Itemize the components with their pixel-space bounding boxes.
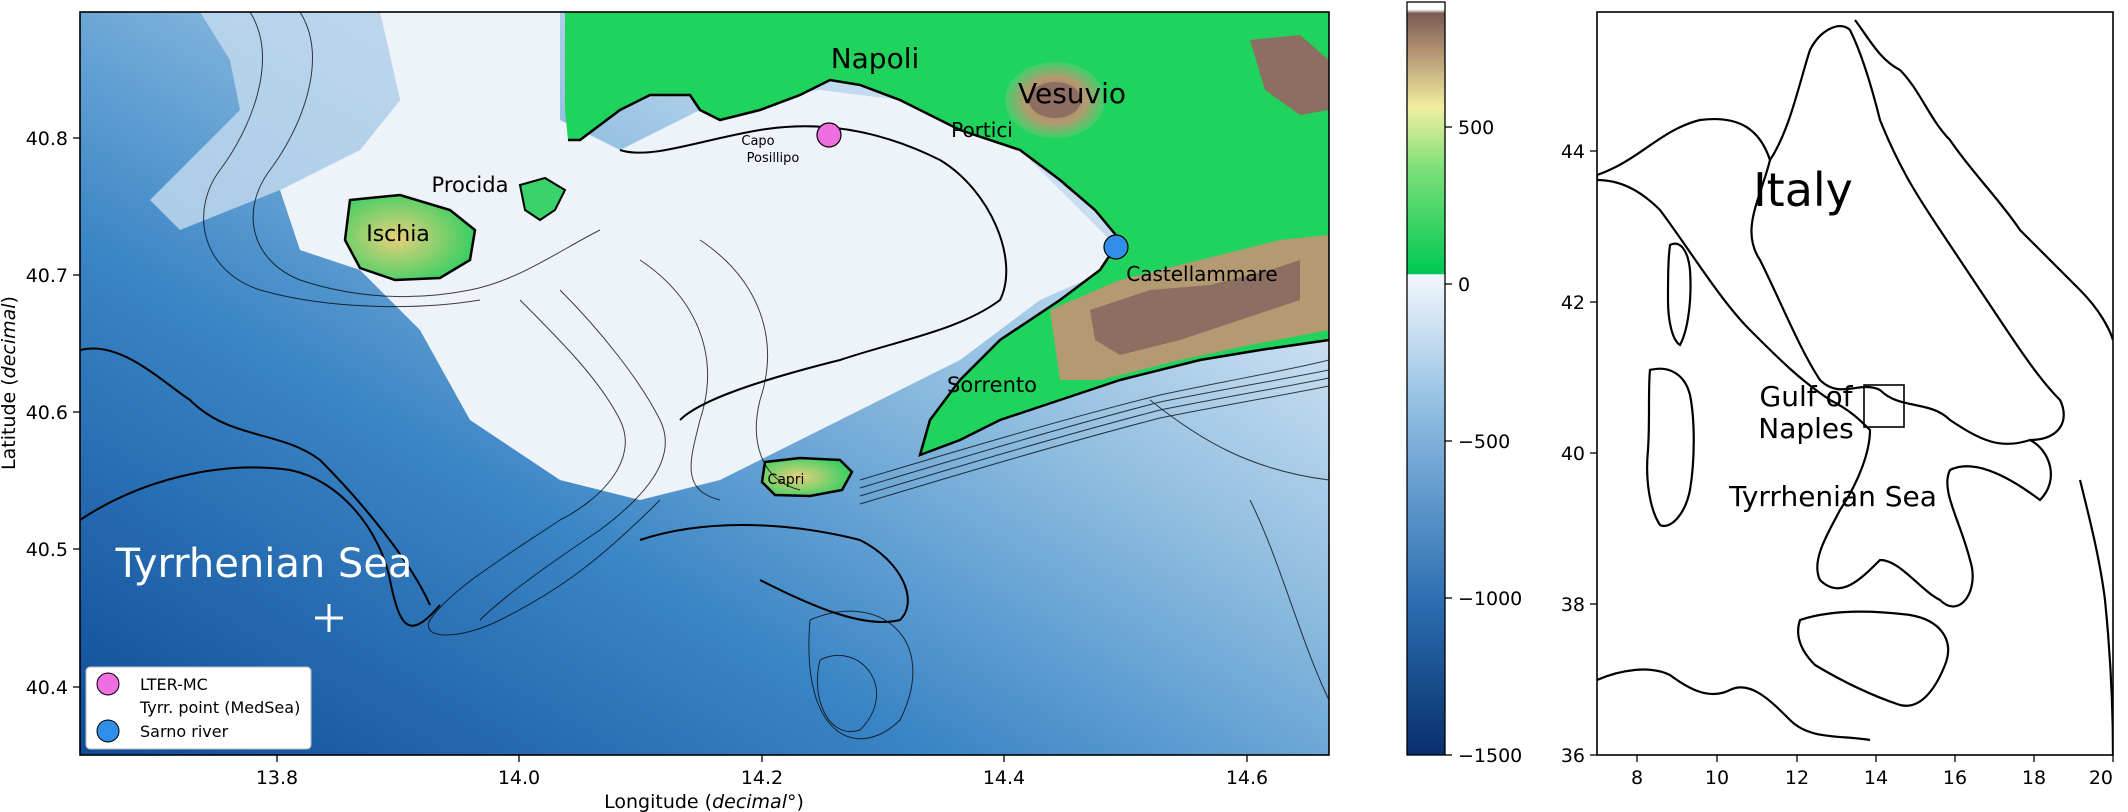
markers [315, 122, 1129, 632]
sorrento-peaks [1090, 260, 1300, 355]
label-posillipo: Posillipo [747, 151, 800, 166]
x-tick-14-4: 14.4 [983, 767, 1025, 789]
x-tick-14-2: 14.2 [741, 767, 783, 789]
y-tick-40-8: 40.8 [26, 128, 68, 150]
sardinia [1646, 367, 1695, 528]
ov-x-tick-18: 18 [2022, 767, 2046, 789]
colorbar-tick-minus1000: −1000 [1458, 588, 1522, 610]
vesuvio-summit [1029, 82, 1081, 118]
gulf-of-naples-box[interactable] [1863, 384, 1905, 428]
y-axis-label: Latitude (decimal) [0, 296, 20, 470]
main-x-axis: 13.8 14.0 14.2 14.4 14.6 Longitude (deci… [256, 755, 1268, 812]
ov-y-tick-36: 36 [1561, 745, 1585, 767]
overview-y-ticks [1590, 150, 1597, 756]
legend-lter-symbol [96, 672, 120, 696]
depth-contours [203, 12, 1329, 740]
overview-background [1597, 12, 2113, 755]
label-vesuvio: Vesuvio [1018, 77, 1126, 110]
y-tick-40-6: 40.6 [26, 402, 68, 424]
x-tick-14-0: 14.0 [498, 767, 540, 789]
label-tyrrhenian-sea: Tyrrhenian Sea [115, 541, 413, 587]
legend-sarno-label: Sarno river [140, 722, 229, 741]
y-tick-40-4: 40.4 [26, 677, 68, 699]
place-labels: Napoli Vesuvio Portici Capo Posillipo Pr… [115, 42, 1278, 587]
ov-y-tick-42: 42 [1561, 292, 1585, 314]
legend-lter-label: LTER-MC [140, 675, 208, 694]
ov-y-tick-44: 44 [1561, 141, 1585, 163]
ov-x-tick-20: 20 [2089, 767, 2113, 789]
capri-island [760, 456, 854, 498]
main-y-axis: 40.8 40.7 40.6 40.5 40.4 Latitude (decim… [0, 128, 80, 699]
colorbar-tick-500: 500 [1458, 117, 1494, 139]
legend-sarno-symbol [96, 719, 120, 743]
ov-x-tick-14: 14 [1864, 767, 1888, 789]
ischia-island [343, 193, 477, 282]
ne-mountains [1250, 35, 1329, 115]
overview-frame [1596, 11, 2114, 756]
ov-x-tick-10: 10 [1705, 767, 1729, 789]
label-ischia: Ischia [366, 222, 430, 247]
x-axis-label: Longitude (decimal°) [604, 791, 804, 812]
coastline [568, 78, 1329, 458]
mid-shelf [150, 12, 400, 230]
x-tick-14-6: 14.6 [1226, 767, 1268, 789]
ov-x-tick-8: 8 [1631, 767, 1643, 789]
africa-coast [1597, 668, 1871, 742]
y-tick-40-5: 40.5 [26, 539, 68, 561]
main-map [80, 12, 1329, 755]
label-procida: Procida [432, 173, 509, 197]
overview-x-ticks [1636, 755, 2114, 762]
label-italy: Italy [1753, 163, 1853, 217]
balkan-coast [1854, 19, 2113, 341]
x-tick-13-8: 13.8 [256, 767, 298, 789]
marker-sarno-river[interactable] [1103, 234, 1129, 260]
legend: LTER-MC Tyrr. point (MedSea) Sarno river [85, 666, 312, 750]
colorbar-tick-0: 0 [1458, 274, 1470, 296]
ov-x-tick-16: 16 [1943, 767, 1967, 789]
gulf-shallow-area [280, 12, 1130, 500]
label-castellammare: Castellammare [1126, 262, 1277, 286]
italy-north [1769, 24, 2065, 442]
colorbar-tick-minus500: −500 [1458, 431, 1510, 453]
label-napoli: Napoli [831, 42, 920, 75]
y-tick-40-7: 40.7 [26, 265, 68, 287]
label-overview-sea: Tyrrhenian Sea [1728, 480, 1937, 513]
legend-tyrr-label: Tyrr. point (MedSea) [139, 698, 300, 717]
overview-map: Italy Gulf of Naples Tyrrhenian Sea 8 10… [1561, 11, 2114, 789]
colorbar-gradient [1406, 1, 1446, 756]
label-gulf-of: Gulf of [1760, 380, 1854, 413]
depth-contours-major [80, 125, 1008, 627]
label-capri: Capri [768, 472, 805, 488]
marker-tyrr-point[interactable] [315, 604, 343, 632]
colorbar-tick-minus1500: −1500 [1458, 745, 1522, 767]
main-map-frame [79, 11, 1330, 756]
italy-outline [1597, 117, 2052, 608]
marker-lter-mc[interactable] [816, 122, 842, 148]
colorbar: 500 0 −500 −1000 −1500 [1406, 1, 1522, 767]
ov-x-tick-12: 12 [1785, 767, 1809, 789]
corsica [1666, 242, 1692, 347]
label-portici: Portici [951, 118, 1013, 142]
label-sorrento: Sorrento [947, 373, 1037, 397]
procida-island [518, 176, 567, 222]
legend-box [85, 666, 312, 750]
sicily [1797, 610, 1950, 707]
label-capo: Capo [741, 134, 774, 149]
label-naples: Naples [1758, 412, 1853, 445]
ov-y-tick-38: 38 [1561, 594, 1585, 616]
ov-y-tick-40: 40 [1561, 443, 1585, 465]
